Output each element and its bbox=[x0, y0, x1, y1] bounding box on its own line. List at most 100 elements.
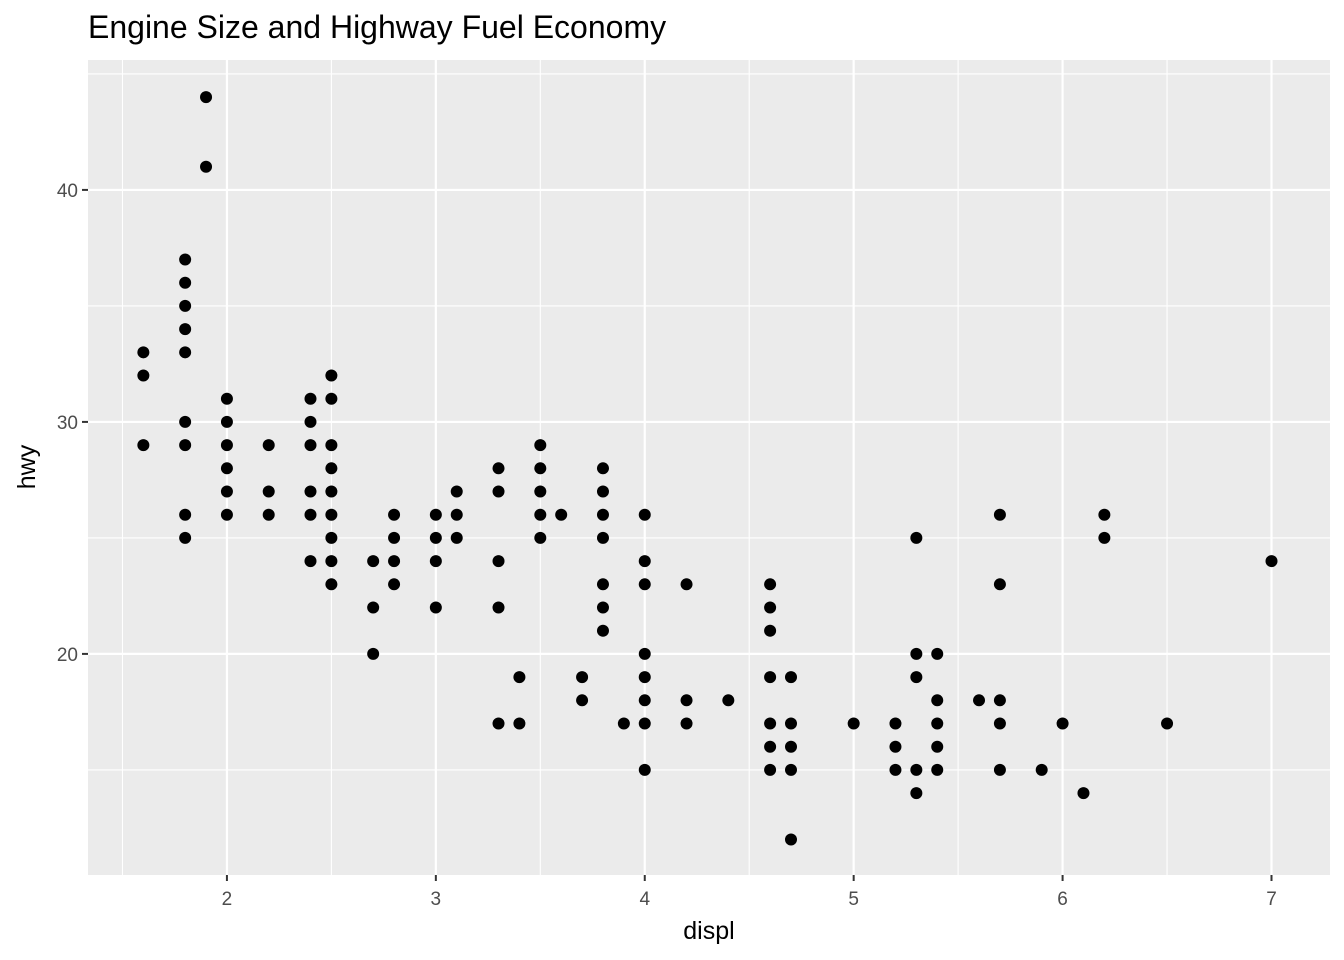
data-point bbox=[722, 694, 735, 707]
data-point bbox=[179, 299, 192, 312]
data-point bbox=[325, 462, 338, 475]
data-point bbox=[534, 439, 547, 452]
data-point bbox=[534, 485, 547, 498]
data-point bbox=[534, 531, 547, 544]
data-point bbox=[784, 833, 797, 846]
data-point bbox=[450, 531, 463, 544]
data-point bbox=[325, 578, 338, 591]
data-point bbox=[993, 763, 1006, 776]
data-point bbox=[764, 763, 777, 776]
data-point bbox=[304, 555, 317, 568]
data-point bbox=[638, 647, 651, 660]
data-point bbox=[220, 439, 233, 452]
data-point bbox=[304, 508, 317, 521]
y-tick-label: 20 bbox=[57, 645, 78, 666]
data-point bbox=[513, 671, 526, 684]
data-point bbox=[784, 763, 797, 776]
data-point bbox=[304, 439, 317, 452]
data-point bbox=[262, 485, 275, 498]
data-point bbox=[179, 508, 192, 521]
data-point bbox=[179, 531, 192, 544]
data-point bbox=[889, 740, 902, 753]
data-point bbox=[325, 439, 338, 452]
axes: 2 3 4 5 6 7 20 30 40 bbox=[57, 181, 1277, 910]
data-point bbox=[492, 555, 505, 568]
data-point bbox=[179, 253, 192, 266]
data-point bbox=[220, 392, 233, 405]
data-point bbox=[784, 717, 797, 730]
data-point bbox=[388, 555, 401, 568]
x-tick-label: 7 bbox=[1266, 889, 1277, 910]
data-point bbox=[179, 346, 192, 359]
chart-title: Engine Size and Highway Fuel Economy bbox=[88, 9, 666, 45]
data-point bbox=[764, 717, 777, 730]
data-point bbox=[325, 555, 338, 568]
data-point bbox=[304, 392, 317, 405]
data-point bbox=[429, 555, 442, 568]
data-point bbox=[200, 160, 213, 173]
data-point bbox=[993, 578, 1006, 591]
data-point bbox=[638, 555, 651, 568]
data-point bbox=[388, 578, 401, 591]
data-point bbox=[1098, 531, 1111, 544]
data-point bbox=[220, 508, 233, 521]
data-point bbox=[638, 578, 651, 591]
data-point bbox=[179, 415, 192, 428]
data-point bbox=[910, 787, 923, 800]
data-point bbox=[680, 694, 693, 707]
data-point bbox=[638, 717, 651, 730]
data-point bbox=[137, 369, 150, 382]
data-point bbox=[137, 346, 150, 359]
data-point bbox=[262, 439, 275, 452]
data-point bbox=[638, 763, 651, 776]
data-point bbox=[304, 485, 317, 498]
data-point bbox=[784, 740, 797, 753]
data-point bbox=[220, 462, 233, 475]
data-point bbox=[325, 392, 338, 405]
data-point bbox=[1161, 717, 1174, 730]
data-point bbox=[492, 462, 505, 475]
data-point bbox=[889, 717, 902, 730]
data-point bbox=[596, 531, 609, 544]
data-point bbox=[596, 624, 609, 637]
data-point bbox=[764, 624, 777, 637]
data-point bbox=[534, 508, 547, 521]
x-tick-label: 4 bbox=[639, 889, 650, 910]
y-tick-label: 40 bbox=[57, 181, 78, 202]
data-point bbox=[325, 531, 338, 544]
data-point bbox=[596, 462, 609, 475]
x-axis-title: displ bbox=[683, 917, 734, 945]
y-axis-title: hwy bbox=[13, 444, 41, 489]
plot-panel bbox=[88, 60, 1330, 875]
data-point bbox=[429, 601, 442, 614]
data-point bbox=[492, 485, 505, 498]
data-point bbox=[179, 439, 192, 452]
x-tick-label: 2 bbox=[222, 889, 233, 910]
data-point bbox=[262, 508, 275, 521]
data-point bbox=[576, 671, 589, 684]
data-point bbox=[179, 323, 192, 336]
data-point bbox=[910, 647, 923, 660]
data-point bbox=[638, 694, 651, 707]
data-point bbox=[534, 462, 547, 475]
data-point bbox=[1265, 555, 1278, 568]
gridlines bbox=[88, 60, 1330, 875]
data-point bbox=[889, 763, 902, 776]
data-point bbox=[388, 508, 401, 521]
data-point bbox=[1098, 508, 1111, 521]
data-point bbox=[492, 717, 505, 730]
data-point bbox=[1035, 763, 1048, 776]
data-point bbox=[513, 717, 526, 730]
data-point bbox=[367, 601, 380, 614]
data-point bbox=[492, 601, 505, 614]
data-point bbox=[179, 276, 192, 289]
data-point bbox=[367, 555, 380, 568]
data-point bbox=[304, 415, 317, 428]
data-point bbox=[576, 694, 589, 707]
data-point bbox=[450, 508, 463, 521]
data-point bbox=[638, 508, 651, 521]
data-point bbox=[325, 485, 338, 498]
data-point bbox=[325, 369, 338, 382]
data-point bbox=[200, 91, 213, 104]
